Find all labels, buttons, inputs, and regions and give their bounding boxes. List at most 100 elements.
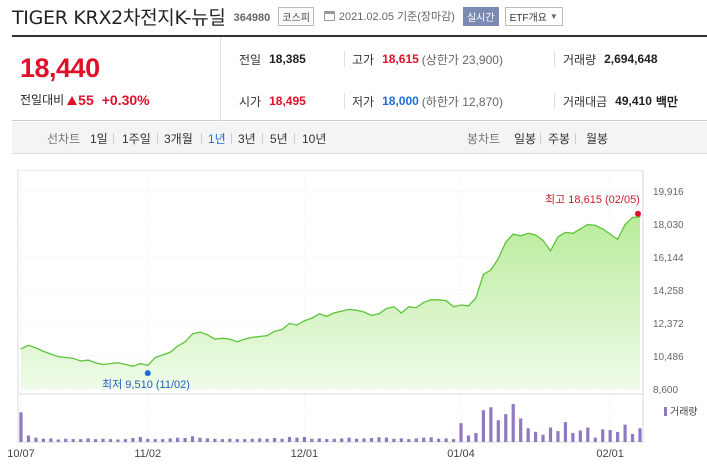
price-point — [370, 314, 373, 317]
high-marker — [635, 210, 641, 217]
volume-bar — [496, 420, 500, 442]
price-point — [199, 331, 201, 333]
price-point — [587, 223, 589, 226]
price-point — [512, 233, 514, 235]
volume-bar — [258, 438, 262, 442]
tab-3months[interactable]: 3개월 — [164, 132, 193, 146]
price-point — [318, 313, 320, 315]
volume-bar — [608, 430, 612, 442]
divider — [201, 133, 202, 144]
volume-bar — [638, 428, 642, 442]
tab-3years[interactable]: 3년 — [238, 132, 256, 146]
divider — [231, 133, 232, 144]
volume-bar — [265, 438, 269, 442]
volume-legend-label: 거래량 — [670, 406, 698, 418]
price-point — [162, 354, 164, 356]
y-tick-label: 18,030 — [653, 220, 684, 231]
up-triangle-icon — [67, 95, 78, 105]
price-point — [400, 312, 402, 314]
price-point — [94, 362, 97, 364]
x-tick-label: 11/02 — [134, 448, 161, 460]
price-point — [542, 239, 544, 241]
period-tab-bar: 선차트 1일 1주일 3개월 1년 3년 5년 10년 봉차트 일봉 주봉 월봉 — [12, 122, 707, 154]
volume-bar — [310, 438, 314, 442]
volume-bar — [489, 407, 493, 442]
volume-bar — [459, 423, 463, 442]
price-point — [408, 306, 410, 308]
volume-bar — [146, 438, 150, 442]
volume-bar — [161, 439, 165, 442]
volume-bar — [190, 436, 195, 442]
volume-cell: 거래량 2,694,648 — [563, 49, 658, 69]
realtime-button[interactable]: 실시간 — [462, 6, 499, 26]
chevron-down-icon: ▼ — [549, 11, 558, 21]
volume-bar — [630, 434, 635, 442]
tab-1year[interactable]: 1년 — [208, 132, 226, 146]
price-point — [42, 350, 44, 352]
price-point — [475, 297, 477, 299]
tab-1day[interactable]: 1일 — [90, 132, 108, 146]
prev-close-label: 전일 — [239, 52, 262, 67]
y-tick-label: 8,600 — [653, 385, 678, 396]
volume-bar — [437, 438, 441, 442]
volume-bar — [466, 435, 471, 442]
price-point — [497, 258, 499, 260]
volume-bar — [563, 422, 568, 442]
volume-bar — [34, 437, 38, 442]
price-point — [266, 335, 268, 337]
price-point — [385, 307, 388, 310]
price-point — [333, 312, 335, 314]
volume-bar — [101, 438, 105, 442]
tab-monthly-candle[interactable]: 월봉 — [586, 132, 609, 146]
price-point — [564, 231, 567, 233]
volume-bar — [340, 438, 344, 442]
date-info: 2021.02.05 기준(장마감) — [323, 8, 455, 24]
price-point — [281, 328, 283, 331]
etf-overview-select[interactable]: ETF개요 ▼ — [504, 6, 563, 26]
volume-bar — [198, 437, 202, 442]
price-point — [139, 363, 141, 365]
volume-bar — [108, 439, 113, 442]
tab-weekly-candle[interactable]: 주봉 — [548, 132, 571, 146]
price-point — [594, 224, 596, 226]
tab-1week[interactable]: 1주일 — [122, 132, 151, 146]
volume-bar — [41, 438, 45, 442]
price-point — [639, 216, 641, 218]
price-point — [273, 330, 276, 332]
volume-bar — [228, 438, 232, 442]
price-area — [21, 216, 640, 389]
volume-bar — [56, 439, 60, 442]
price-point — [505, 241, 507, 243]
volume-bar — [49, 438, 53, 442]
price-line — [20, 216, 641, 367]
volume-bar — [272, 438, 277, 442]
price-point — [482, 273, 484, 275]
x-tick-label: 10/07 — [7, 448, 35, 460]
price-point — [109, 363, 112, 365]
change-amount: 55 — [67, 92, 94, 108]
tab-daily-candle[interactable]: 일봉 — [514, 132, 537, 146]
volume-bar — [362, 438, 366, 442]
volume-bar — [399, 438, 403, 442]
price-point — [72, 357, 74, 359]
divider — [262, 133, 263, 144]
volume-bar — [429, 437, 433, 442]
price-point — [363, 311, 365, 313]
price-point — [147, 364, 149, 366]
tab-5years[interactable]: 5년 — [270, 132, 288, 146]
price-point — [631, 216, 634, 219]
amount-value: 49,410 — [615, 94, 652, 108]
volume-bar — [26, 435, 31, 442]
volume-bar — [392, 438, 396, 442]
volume-bar — [474, 432, 478, 442]
open-cell: 시가 18,495 — [239, 91, 306, 111]
volume-bar — [504, 414, 508, 442]
open-label: 시가 — [239, 94, 262, 109]
tab-10years[interactable]: 10년 — [302, 132, 327, 146]
low-label: 저가 — [352, 94, 375, 109]
price-point — [572, 232, 574, 234]
y-tick-label: 19,916 — [653, 187, 684, 198]
price-point — [520, 235, 522, 237]
x-tick-label: 12/01 — [291, 448, 319, 460]
price-point — [617, 238, 619, 240]
